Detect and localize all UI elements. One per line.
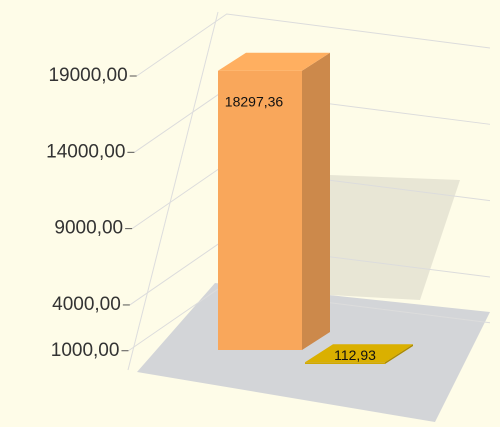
- y-tick-label: 9000,00: [54, 218, 123, 239]
- value-label: 18297,36: [225, 93, 284, 109]
- y-tick-label: 4000,00: [52, 294, 121, 315]
- value-label: 112,93: [334, 347, 376, 363]
- y-tick-label: 19000,00: [48, 65, 127, 86]
- bar-side: [385, 344, 413, 364]
- bar: [218, 70, 302, 351]
- bar-top: [305, 344, 413, 363]
- bar-side: [302, 52, 330, 350]
- y-tick-label: 1000,00: [51, 340, 120, 361]
- bars: 18297,36 112,93: [218, 52, 413, 364]
- bar: [305, 362, 385, 364]
- grid-line: [136, 13, 491, 77]
- axis-line: [127, 11, 219, 371]
- bar-top: [218, 52, 330, 71]
- y-tick-label: 14000,00: [46, 141, 125, 162]
